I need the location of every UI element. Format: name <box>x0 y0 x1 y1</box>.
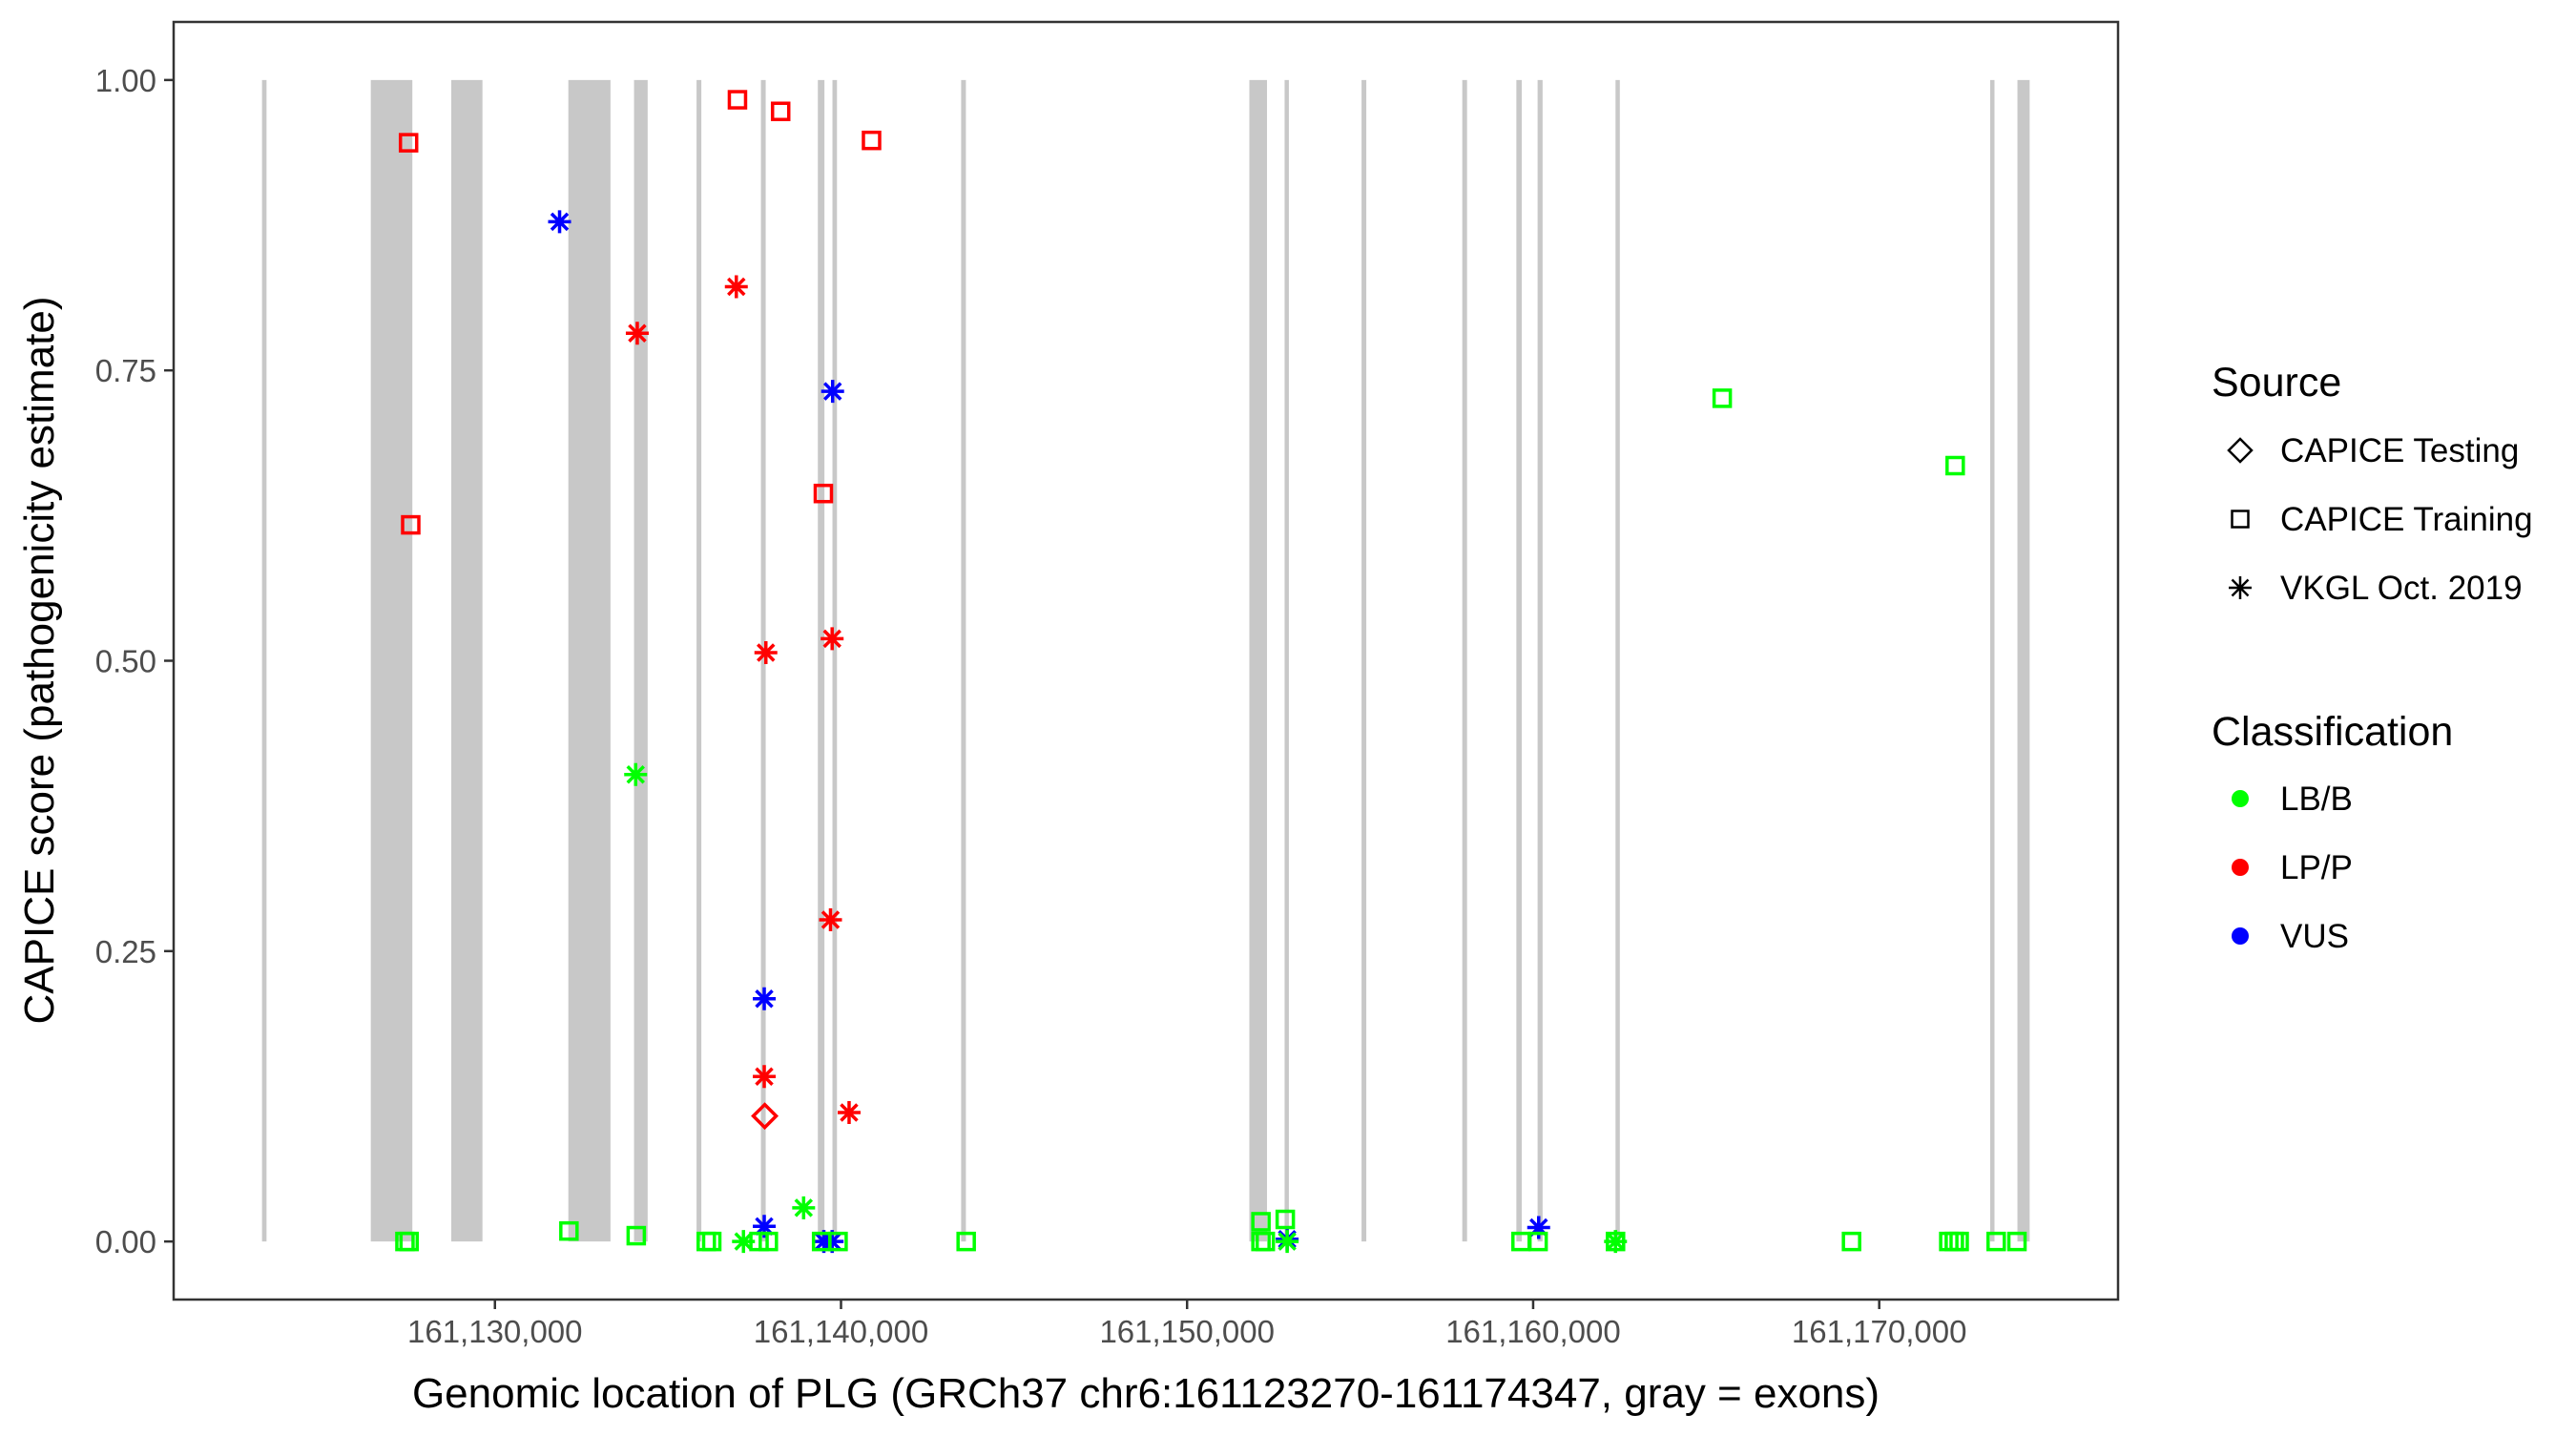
exon-band <box>450 79 483 1242</box>
x-tick-label: 161,150,000 <box>1099 1314 1275 1349</box>
exon-band <box>832 79 838 1242</box>
y-tick-label: 1.00 <box>95 63 156 98</box>
legend-square-icon <box>2231 510 2250 529</box>
y-tick-label: 0.00 <box>95 1224 156 1259</box>
data-point-square <box>1986 1231 2006 1252</box>
data-point-asterisk <box>724 275 748 299</box>
y-axis: 0.00 0.25 0.50 0.75 1.00 <box>95 63 174 1259</box>
exon-band <box>1462 79 1467 1242</box>
data-point-asterisk <box>732 1230 756 1254</box>
exon-band <box>760 79 766 1242</box>
x-tick-label: 161,170,000 <box>1792 1314 1967 1349</box>
exon-band <box>1990 79 1995 1242</box>
data-point-asterisk <box>819 907 842 931</box>
data-point-asterisk <box>1527 1216 1550 1239</box>
legend-class-label: LB/B <box>2280 780 2353 818</box>
data-point-asterisk <box>753 1065 777 1089</box>
data-point-square <box>770 101 791 121</box>
data-point-square <box>1606 1231 1626 1252</box>
exon-band <box>1361 79 1367 1242</box>
data-point-diamond <box>751 1102 779 1131</box>
x-axis-title: Genomic location of PLG (GRCh37 chr6:161… <box>412 1370 1880 1417</box>
legend-class-label: VUS <box>2280 918 2349 955</box>
data-point-square <box>626 1225 647 1246</box>
data-point-asterisk <box>548 210 571 234</box>
data-point-asterisk <box>624 762 648 786</box>
data-point-square <box>2006 1231 2027 1252</box>
data-point-square <box>828 1231 848 1252</box>
data-point-square <box>956 1231 976 1252</box>
data-point-square <box>1945 455 1965 476</box>
data-point-square <box>1949 1231 1969 1252</box>
data-point-asterisk <box>625 322 649 345</box>
data-point-square <box>813 483 834 504</box>
y-tick-label: 0.25 <box>95 934 156 969</box>
legend: Source CAPICE Testing CAPICE Training VKGL… <box>2212 360 2533 955</box>
data-point-square <box>1251 1212 1271 1232</box>
data-point-square <box>1939 1231 1959 1252</box>
data-point-square <box>1255 1231 1276 1252</box>
data-point-asterisk <box>1276 1230 1299 1254</box>
data-point-square <box>1841 1231 1861 1252</box>
data-point-asterisk <box>821 380 844 404</box>
exon-band <box>1615 79 1620 1242</box>
data-points <box>395 90 2027 1254</box>
data-point-asterisk <box>753 1215 777 1238</box>
legend-asterisk-icon <box>2229 576 2252 599</box>
data-point-square <box>401 514 421 535</box>
exon-band <box>261 79 267 1242</box>
data-point-asterisk <box>821 1230 844 1254</box>
legend-color-dot-icon <box>2232 927 2249 945</box>
exon-band <box>568 79 611 1242</box>
data-point-square <box>701 1231 722 1252</box>
x-axis: 161,130,000 161,140,000 161,150,000 161,160… <box>407 1300 1966 1349</box>
data-point-square <box>758 1231 779 1252</box>
exon-band <box>1249 79 1267 1242</box>
exon-band <box>696 79 702 1242</box>
exon-band <box>634 79 648 1242</box>
legend-color-dot-icon <box>2232 790 2249 807</box>
data-point-asterisk <box>1604 1230 1628 1254</box>
data-point-square <box>862 130 882 151</box>
data-point-asterisk <box>837 1101 861 1125</box>
legend-source-label: CAPICE Training <box>2280 501 2533 538</box>
y-axis-title: CAPICE score (pathogenicity estimate) <box>16 297 63 1025</box>
legend-source-label: CAPICE Testing <box>2280 432 2519 469</box>
y-tick-label: 0.50 <box>95 644 156 679</box>
legend-classification-title: Classification <box>2212 709 2453 755</box>
x-tick-label: 161,130,000 <box>407 1314 583 1349</box>
exon-band <box>1537 79 1543 1242</box>
legend-class-label: LP/P <box>2280 849 2353 886</box>
data-point-square <box>399 1231 420 1252</box>
legend-diamond-icon <box>2227 437 2254 464</box>
data-point-asterisk <box>792 1196 816 1219</box>
data-point-square <box>398 133 419 153</box>
data-point-asterisk <box>754 640 778 664</box>
data-point-square <box>1944 1231 1964 1252</box>
exon-band <box>818 79 825 1242</box>
exon-band <box>961 79 966 1242</box>
data-point-asterisk <box>821 627 844 651</box>
exon-band <box>2017 79 2030 1242</box>
data-point-square <box>1712 388 1733 408</box>
data-point-square <box>1275 1209 1296 1230</box>
legend-source-title: Source <box>2212 360 2341 406</box>
exon-band <box>370 79 413 1242</box>
legend-color-dot-icon <box>2232 859 2249 876</box>
exon-bands <box>261 79 2030 1242</box>
y-tick-label: 0.75 <box>95 353 156 388</box>
x-tick-label: 161,160,000 <box>1445 1314 1621 1349</box>
data-point-asterisk <box>753 987 777 1010</box>
data-point-square <box>1527 1231 1548 1252</box>
x-tick-label: 161,140,000 <box>754 1314 929 1349</box>
data-point-square <box>727 90 748 110</box>
legend-source-label: VKGL Oct. 2019 <box>2280 570 2523 607</box>
exon-band <box>1516 79 1522 1242</box>
exon-band <box>1284 79 1289 1242</box>
data-point-square <box>559 1220 579 1241</box>
